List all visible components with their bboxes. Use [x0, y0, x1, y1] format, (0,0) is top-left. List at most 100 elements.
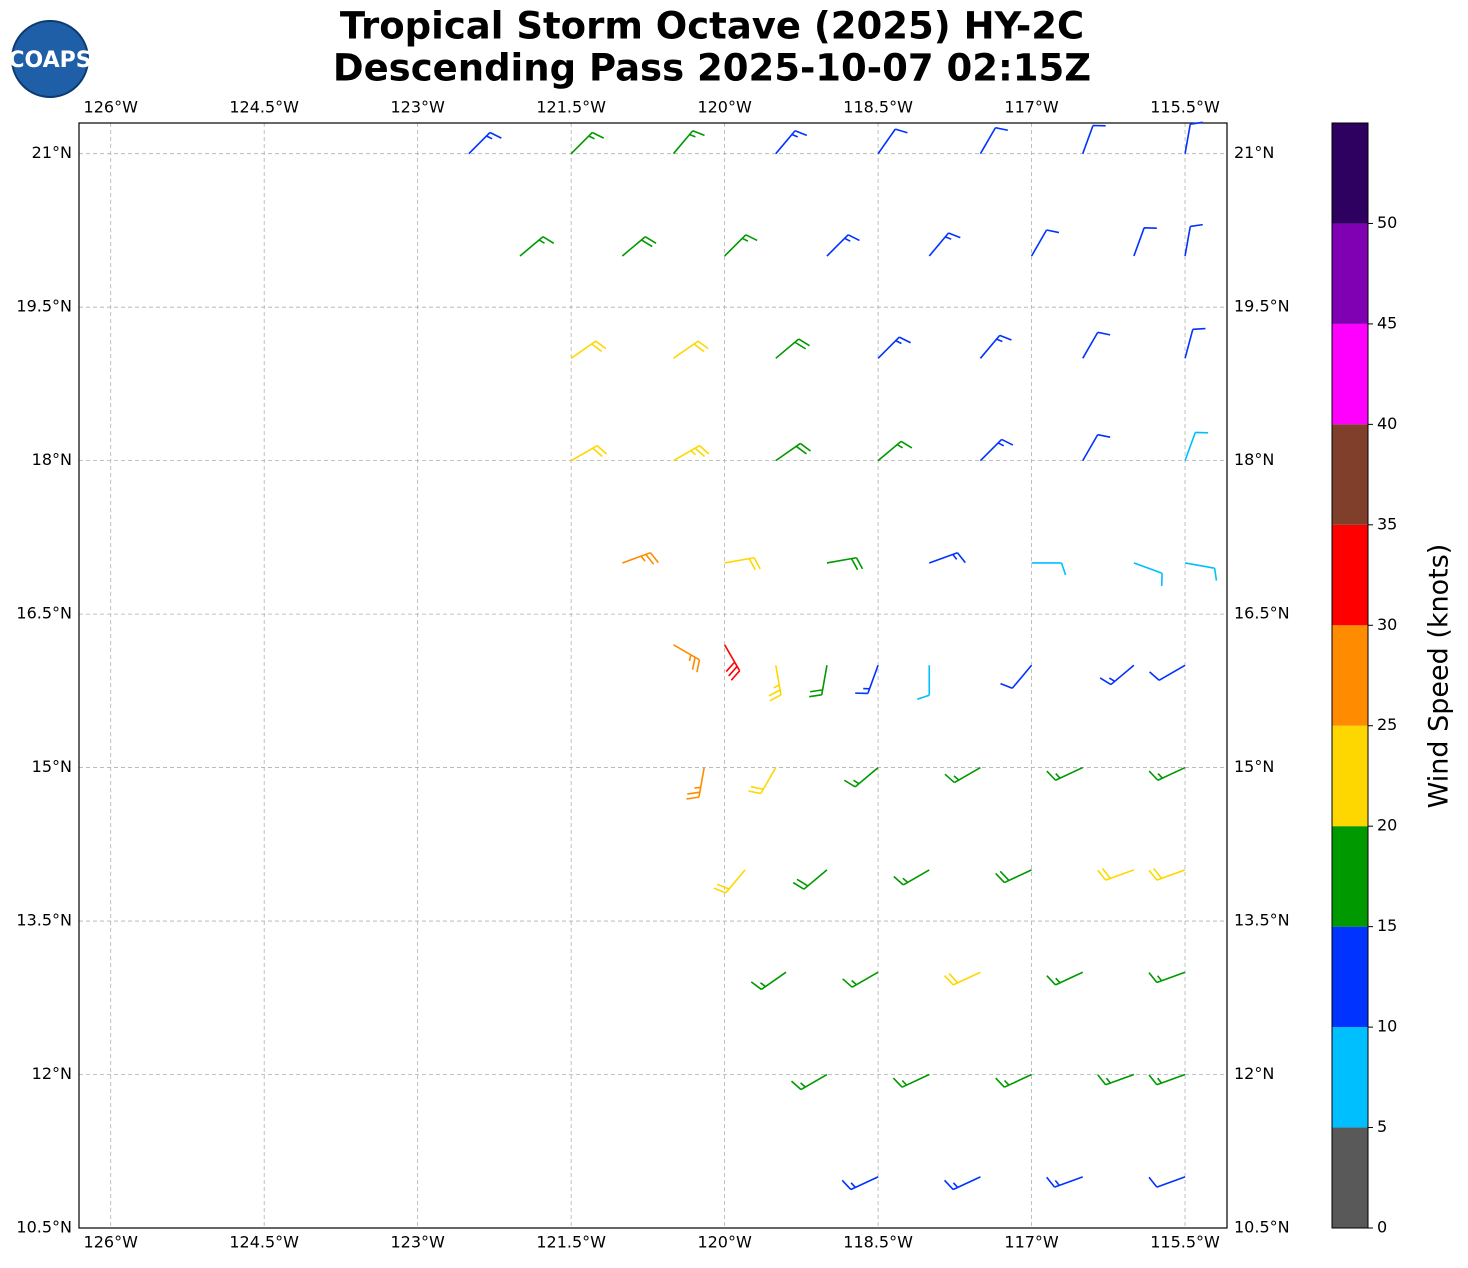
- wind-barb: [1097, 868, 1135, 881]
- wind-barb: [1148, 868, 1186, 881]
- logo-ring: [11, 20, 89, 98]
- wind-barb: [1031, 562, 1067, 576]
- wind-barb: [1148, 766, 1186, 781]
- wind-barb: [621, 236, 657, 257]
- x-tick-label: 126°W: [84, 98, 139, 117]
- wind-barb: [809, 665, 828, 698]
- wind-barb: [768, 665, 782, 702]
- wind-barb: [673, 444, 710, 462]
- logo-globe: [12, 21, 88, 97]
- y-tick-label: 12°N: [1234, 1064, 1274, 1083]
- wind-barb: [1148, 1073, 1186, 1086]
- y-tick-label: 19.5°N: [16, 297, 72, 316]
- wind-barb: [877, 336, 911, 359]
- wind-barb: [1184, 562, 1218, 581]
- colorbar-segment: [1332, 926, 1368, 1028]
- wind-barb: [622, 551, 659, 565]
- logo: COAPS: [8, 20, 92, 98]
- x-tick-label: 118.5°W: [843, 98, 913, 117]
- chart-title: Tropical Storm Octave (2025) HY-2C: [340, 5, 1084, 48]
- x-tick-label: 118.5°W: [843, 1233, 913, 1252]
- colorbar-segment: [1332, 424, 1368, 525]
- wind-barb: [1148, 1176, 1186, 1188]
- wind-barb: [1082, 433, 1111, 462]
- wind-barb: [686, 767, 705, 800]
- y-tick-label: 18°N: [32, 450, 72, 469]
- colorbar-tick-label: 30: [1377, 615, 1397, 634]
- wind-barb: [1149, 664, 1186, 681]
- x-tick-label: 117°W: [1004, 98, 1059, 117]
- logo-text: COAPS: [8, 48, 91, 73]
- wind-barb: [570, 444, 608, 462]
- wind-barb: [1046, 971, 1084, 986]
- wind-barb: [792, 869, 828, 890]
- wind-barb: [775, 338, 810, 359]
- wind-barb: [1030, 229, 1060, 257]
- colorbar-tick-label: 10: [1377, 1017, 1397, 1036]
- wind-barb: [748, 767, 777, 795]
- colorbar-segment: [1332, 1127, 1368, 1228]
- colorbar-segment: [1332, 223, 1368, 324]
- wind-barb: [519, 236, 555, 257]
- colorbar-segment: [1332, 323, 1368, 425]
- wind-barb: [995, 869, 1032, 884]
- colorbar-segment: [1332, 123, 1368, 224]
- wind-barb: [570, 340, 607, 359]
- x-tick-label: 115.5°W: [1150, 1233, 1220, 1252]
- wind-barb: [1184, 223, 1203, 257]
- x-tick-label: 120°W: [697, 98, 752, 117]
- wind-barb: [1082, 331, 1111, 359]
- wind-barb: [826, 234, 860, 257]
- wind-barb: [1184, 327, 1206, 359]
- colorbar-tick-label: 5: [1377, 1117, 1387, 1136]
- wind-barb: [855, 664, 879, 695]
- wind-barb: [877, 440, 913, 462]
- wind-barb: [842, 971, 879, 988]
- y-tick-label: 13.5°N: [16, 911, 72, 930]
- wind-barb: [1081, 124, 1106, 154]
- wind-barb: [673, 340, 709, 359]
- wind-barb: [1097, 1073, 1135, 1086]
- wind-barb: [979, 438, 1014, 462]
- x-tick-label: 124.5°W: [229, 98, 299, 117]
- wind-barb: [775, 442, 811, 462]
- wind-barb: [892, 1073, 930, 1088]
- colorbar-tick-label: 50: [1377, 213, 1397, 232]
- y-tick-label: 13.5°N: [1234, 911, 1290, 930]
- wind-barb: [877, 128, 908, 155]
- colorbar-tick-label: 45: [1377, 313, 1397, 332]
- colorbar-segment: [1332, 524, 1368, 626]
- wind-barb: [843, 766, 879, 788]
- wind-barb: [944, 766, 981, 784]
- wind-barb: [1184, 431, 1208, 461]
- x-tick-label: 121.5°W: [536, 98, 606, 117]
- wind-barb: [468, 131, 502, 155]
- colorbar-frame: [1331, 122, 1369, 1229]
- x-tick-label: 115.5°W: [1150, 98, 1220, 117]
- wind-barb: [979, 334, 1012, 359]
- y-tick-label: 19.5°N: [1234, 297, 1290, 316]
- x-tick-label: 123°W: [390, 1233, 445, 1252]
- y-tick-label: 15°N: [1234, 757, 1274, 776]
- wind-barb: [841, 1176, 879, 1191]
- wind-barb: [917, 665, 931, 701]
- colorbar-tick-label: 20: [1377, 816, 1397, 835]
- wind-barb: [928, 551, 966, 564]
- wind-barb: [979, 126, 1008, 155]
- wind-barb: [826, 556, 864, 571]
- wind-barb: [1046, 1176, 1084, 1188]
- wind-barb: [672, 129, 705, 155]
- wind-barb: [570, 131, 605, 155]
- wind-barb: [1184, 121, 1203, 154]
- y-tick-label: 21°N: [1234, 143, 1274, 162]
- colorbar-segment: [1332, 625, 1368, 726]
- wind-barb: [723, 644, 741, 681]
- y-tick-label: 12°N: [32, 1064, 72, 1083]
- colorbar-segment: [1332, 725, 1368, 827]
- wind-barb: [724, 556, 761, 571]
- x-tick-label: 117°W: [1004, 1233, 1059, 1252]
- wind-barb: [943, 1176, 981, 1191]
- colorbar-tick-label: 25: [1377, 715, 1397, 734]
- wind-barb: [1046, 766, 1084, 781]
- wind-barb: [790, 1073, 828, 1091]
